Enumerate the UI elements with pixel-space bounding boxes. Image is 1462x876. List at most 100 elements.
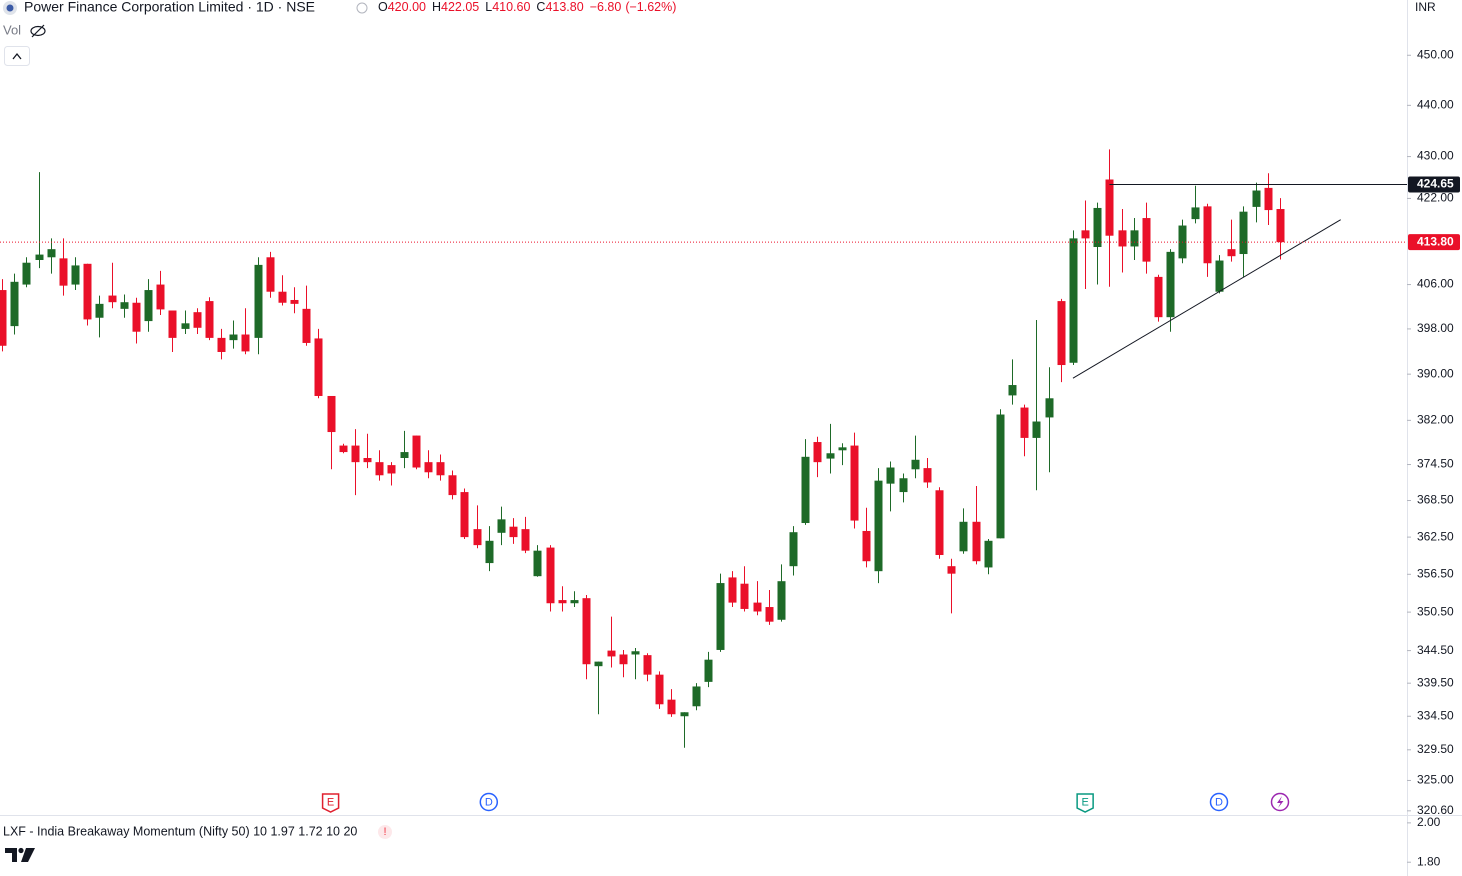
candle-body — [1093, 207, 1102, 248]
candle-body — [582, 598, 591, 665]
candle-body — [826, 453, 835, 459]
candle-body — [558, 600, 567, 604]
candle-body — [71, 265, 80, 285]
candle-body — [753, 602, 762, 612]
candle-body — [546, 547, 555, 604]
candle-body — [1239, 211, 1248, 255]
collapse-button[interactable] — [4, 46, 30, 66]
y-tick-label: 356.50 — [1417, 566, 1454, 580]
candle-body — [1154, 276, 1163, 318]
candle-body — [95, 303, 104, 318]
candle-body — [59, 258, 68, 286]
ohlc-key: C — [536, 0, 545, 14]
ohlc-key: H — [432, 0, 441, 14]
lightning-event[interactable] — [1270, 792, 1290, 812]
last-price-box — [1408, 234, 1460, 251]
y-tick-label: 339.50 — [1417, 675, 1454, 689]
candle-body — [996, 414, 1005, 539]
currency-label[interactable]: INR — [1415, 0, 1436, 14]
eye-icon — [30, 25, 46, 37]
candle-body — [765, 607, 774, 622]
event-marker[interactable]: E — [321, 793, 340, 813]
candle-body — [1130, 230, 1139, 247]
candle-body — [181, 323, 190, 329]
candle-body — [801, 456, 810, 524]
market-status[interactable] — [356, 2, 368, 14]
event-marker[interactable]: D — [1209, 792, 1229, 812]
candle-body — [266, 257, 275, 292]
candle-body — [1227, 249, 1236, 257]
candle-body — [485, 540, 494, 564]
y-tick-label: 350.50 — [1417, 604, 1454, 618]
y-tick-label: 382.00 — [1417, 413, 1454, 427]
candle-body — [1264, 187, 1273, 211]
ohlc-key: L — [485, 0, 492, 14]
candle-body — [327, 395, 336, 433]
level-label: 424.65 — [1417, 177, 1454, 191]
ohlc-value: 422.05 — [441, 0, 479, 14]
candle-body — [1008, 385, 1017, 396]
candle-body — [692, 686, 701, 707]
ohlc-value: 410.60 — [492, 0, 530, 14]
indicator-warning[interactable] — [378, 825, 392, 839]
candle-body — [375, 462, 384, 476]
tradingview-logo[interactable] — [5, 847, 35, 862]
y-tick-label: 334.50 — [1417, 708, 1454, 722]
indicator-title[interactable]: LXF - India Breakaway Momentum (Nifty 50… — [3, 824, 357, 838]
event-badge — [479, 792, 499, 812]
candle-body — [1020, 407, 1029, 438]
y-tick-label: 344.50 — [1417, 643, 1454, 657]
candle-body — [631, 651, 640, 655]
candles — [0, 149, 1285, 748]
candle-body — [911, 459, 920, 470]
candle-body — [972, 521, 981, 562]
volume-label[interactable]: Vol — [3, 22, 21, 37]
logo-part — [5, 848, 17, 862]
candle-body — [120, 302, 129, 309]
ohlc-value: 420.00 — [388, 0, 426, 14]
price-axis: 450.00 440.00 430.00 422.00 406.00 398.00 390.… — [1407, 47, 1454, 868]
candle-body — [935, 490, 944, 556]
candle-body — [728, 577, 737, 603]
candle-body — [290, 299, 299, 304]
candle-body — [168, 310, 177, 338]
candle-body — [1203, 206, 1212, 264]
y-tick-label: 320.60 — [1417, 803, 1454, 817]
y-tick-label: 368.50 — [1417, 493, 1454, 507]
candle-body — [473, 529, 482, 546]
candle-body — [339, 445, 348, 453]
candle-body — [789, 532, 798, 567]
candle-body — [959, 521, 968, 552]
y-tick-label: 325.00 — [1417, 773, 1454, 787]
y-tick-label: 398.00 — [1417, 321, 1454, 335]
candle-body — [1081, 230, 1090, 239]
hide-icon[interactable] — [30, 24, 46, 38]
candle-body — [570, 600, 579, 604]
lightning-icon — [1277, 796, 1284, 808]
change-value: −6.80 — [590, 0, 622, 14]
y-tick-label: 362.50 — [1417, 529, 1454, 543]
candle-body — [813, 442, 822, 463]
candle-body — [886, 467, 895, 484]
candle-body — [594, 661, 603, 667]
candle-body — [838, 447, 847, 451]
candle-body — [850, 445, 859, 521]
candle-body — [1215, 260, 1224, 292]
candle-body — [497, 519, 506, 533]
event-label: E — [327, 796, 334, 808]
symbol-title[interactable]: Power Finance Corporation Limited · 1D ·… — [24, 0, 315, 15]
candle-body — [302, 308, 311, 343]
collapse-box — [4, 46, 30, 66]
candle-body — [923, 468, 932, 483]
candle-body — [862, 530, 871, 562]
candle-body — [448, 475, 457, 496]
last-price-label: 413.80 — [1417, 234, 1454, 248]
event-badge — [1076, 793, 1094, 813]
event-marker[interactable]: E — [1076, 793, 1094, 813]
candle-body — [1045, 398, 1054, 418]
candle-body — [254, 264, 263, 338]
event-marker[interactable]: D — [479, 792, 499, 812]
